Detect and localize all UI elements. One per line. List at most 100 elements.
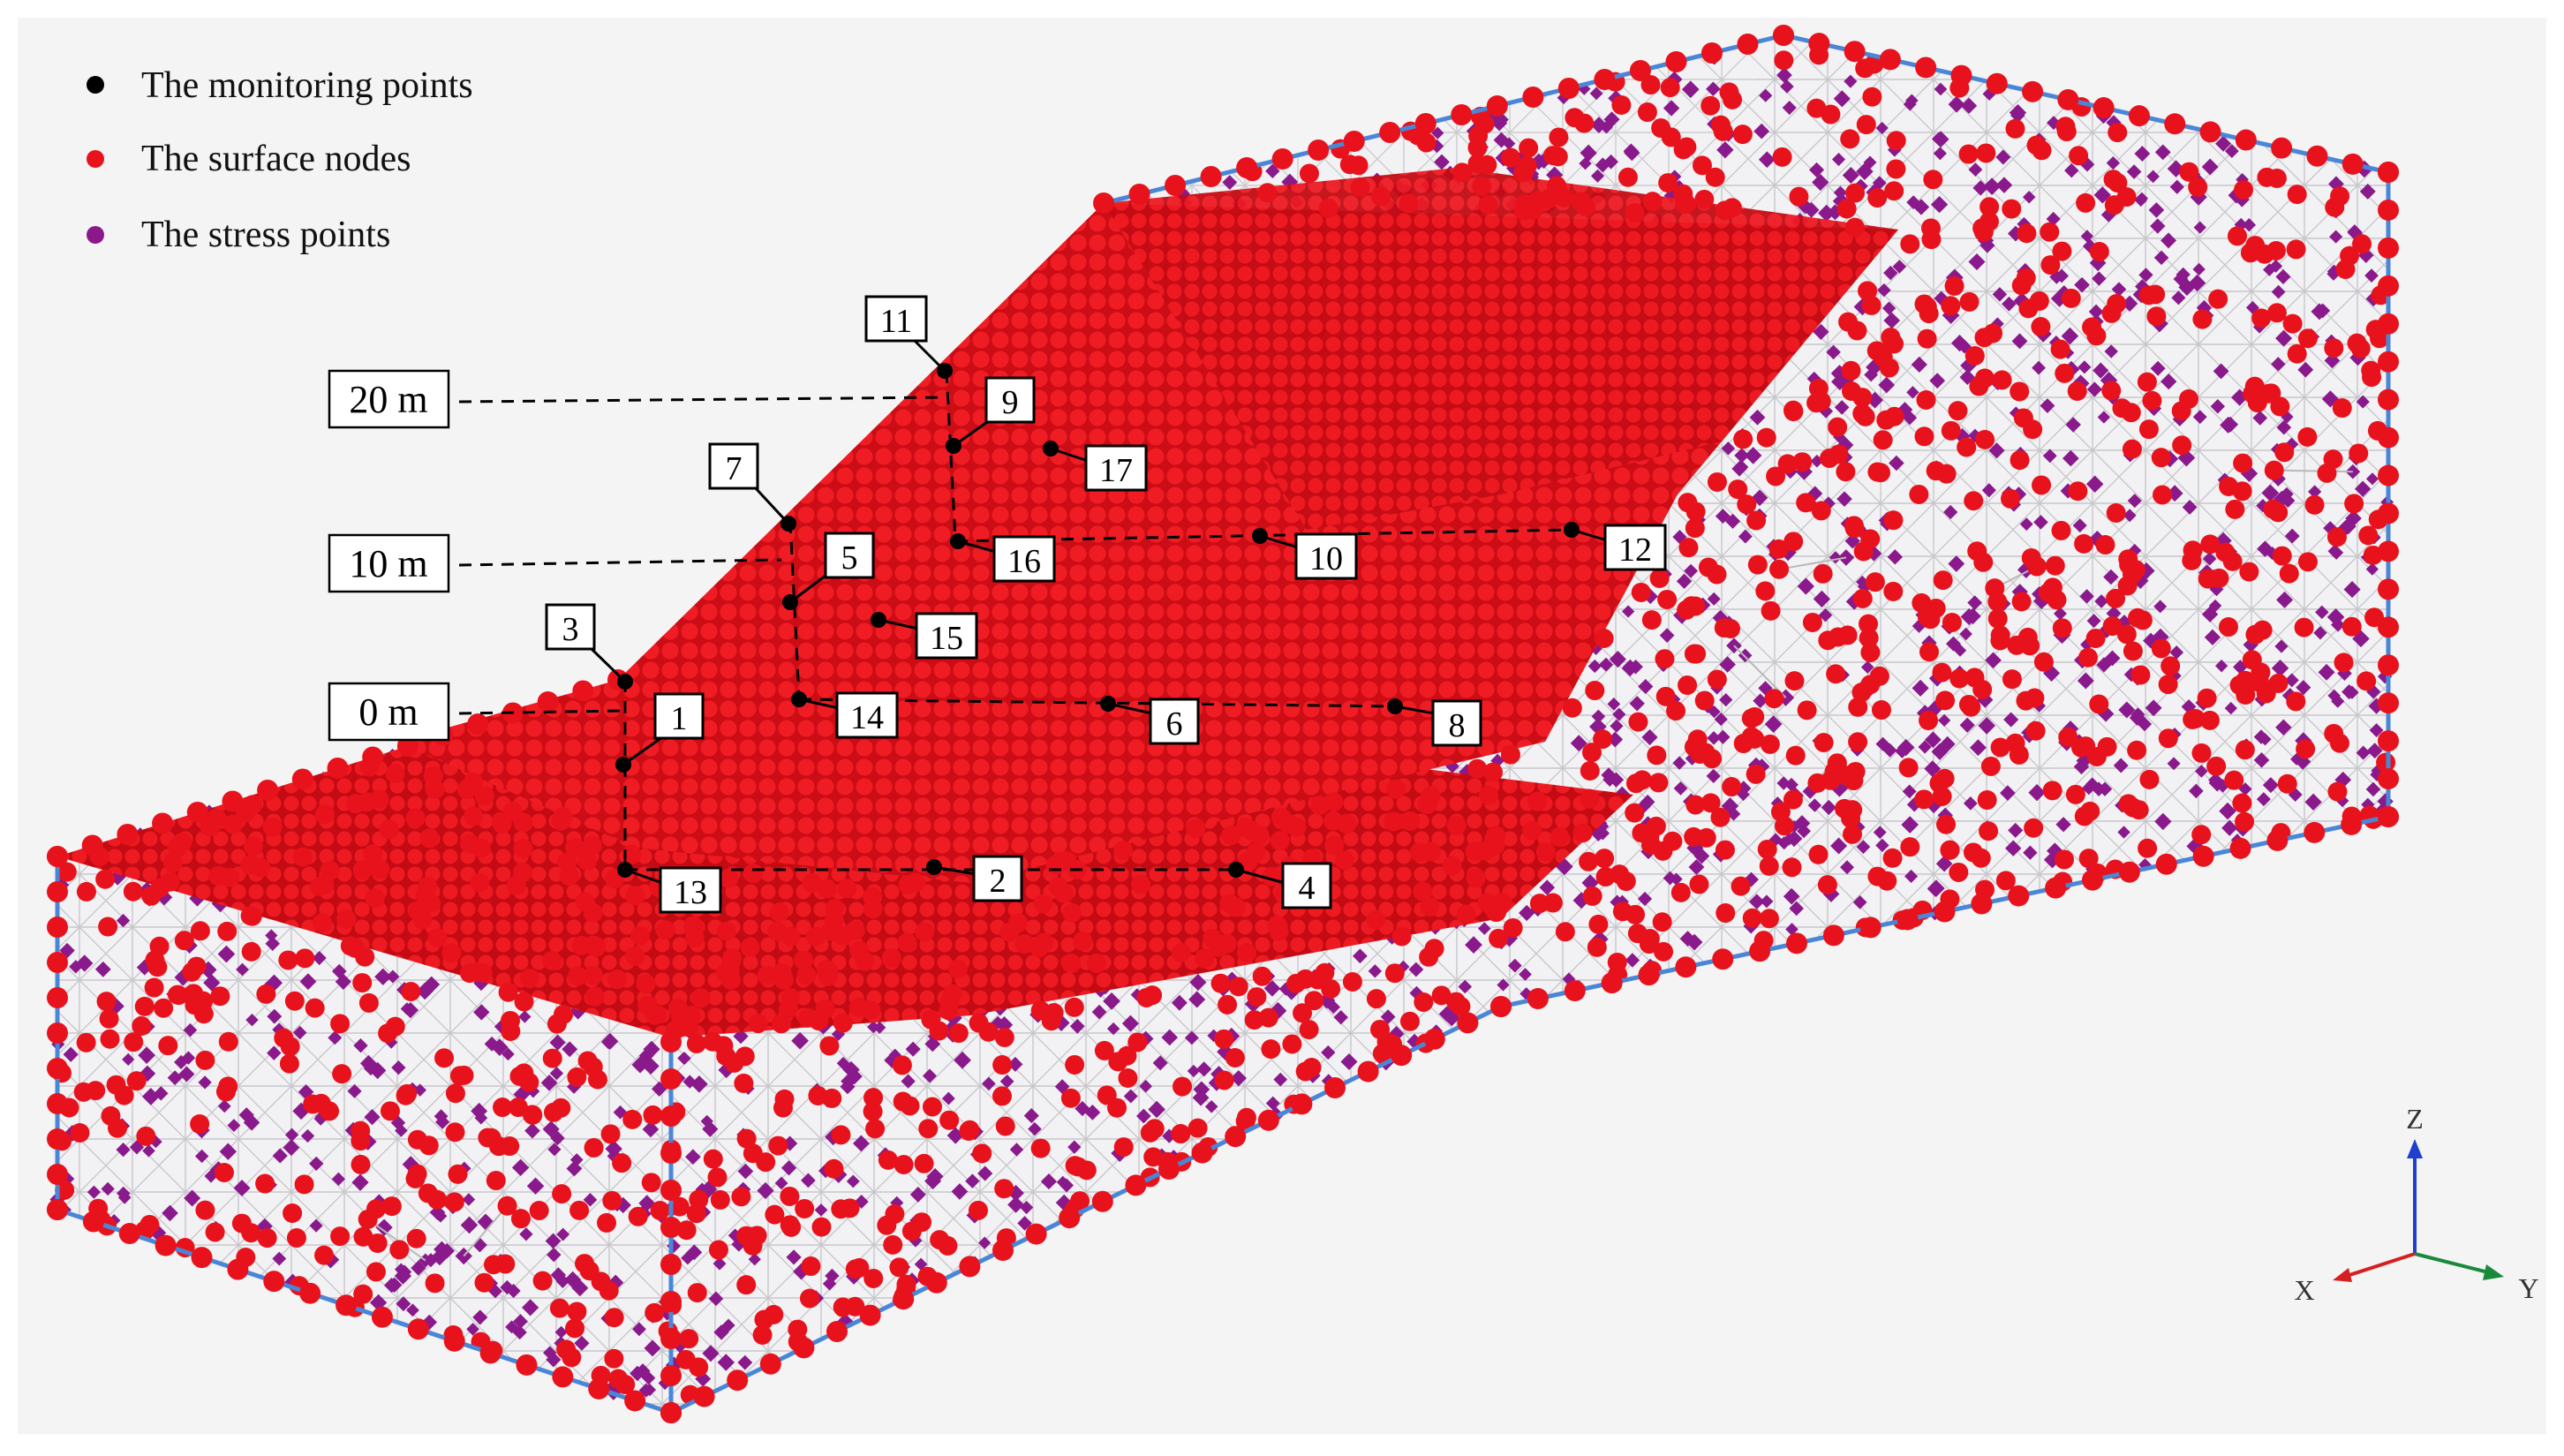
label-2: 2 bbox=[990, 863, 1007, 900]
stress-point bbox=[1408, 962, 1424, 977]
surface-node bbox=[1837, 625, 1858, 645]
surface-node bbox=[1542, 893, 1563, 913]
surface-node bbox=[2172, 435, 2192, 456]
surface-node bbox=[604, 1348, 624, 1369]
surface-node bbox=[1225, 1047, 1245, 1067]
surface-node bbox=[1923, 170, 1943, 190]
surface-node bbox=[2344, 494, 2364, 514]
edge-node bbox=[1950, 64, 1972, 87]
surface-node bbox=[703, 1031, 723, 1052]
surface-node bbox=[863, 1101, 883, 1121]
stress-point bbox=[460, 1216, 479, 1234]
surface-node bbox=[107, 1118, 127, 1138]
edge-node bbox=[467, 713, 489, 735]
stress-point bbox=[1875, 121, 1889, 135]
axis-triad: Z X Y bbox=[2294, 1103, 2538, 1306]
stress-point bbox=[2220, 416, 2237, 434]
surface-node bbox=[1768, 539, 1789, 559]
label-4: 4 bbox=[1299, 870, 1316, 907]
surface-node bbox=[1094, 1040, 1114, 1060]
surface-node bbox=[881, 948, 901, 969]
surface-node bbox=[1113, 841, 1134, 861]
surface-node bbox=[2188, 177, 2208, 197]
surface-node bbox=[445, 1122, 465, 1143]
surface-node bbox=[1244, 1010, 1264, 1030]
surface-node bbox=[1452, 162, 1473, 183]
stress-point bbox=[1831, 152, 1846, 167]
surface-node bbox=[1113, 1137, 1134, 1158]
surface-node bbox=[1064, 997, 1084, 1017]
surface-node bbox=[1485, 835, 1505, 856]
surface-node bbox=[1934, 768, 1955, 788]
surface-node bbox=[1755, 581, 1776, 601]
stress-point bbox=[272, 1148, 288, 1164]
surface-node bbox=[1684, 644, 1704, 664]
surface-node bbox=[625, 886, 645, 906]
stress-point bbox=[2210, 399, 2226, 414]
surface-node bbox=[2074, 806, 2094, 826]
axis-x-label: X bbox=[2294, 1274, 2314, 1306]
surface-node bbox=[1935, 690, 1956, 711]
stress-point bbox=[2257, 540, 2274, 557]
surface-node bbox=[1661, 127, 1681, 147]
surface-node bbox=[1654, 941, 1674, 962]
stress-point bbox=[383, 1278, 400, 1294]
surface-node bbox=[76, 1032, 96, 1052]
surface-node bbox=[817, 879, 837, 899]
edge-node bbox=[660, 1328, 682, 1349]
legend-surface-marker bbox=[87, 150, 104, 168]
mesh-edge bbox=[1733, 645, 1787, 698]
surface-node bbox=[2158, 728, 2178, 749]
surface-node bbox=[1550, 826, 1570, 847]
surface-node bbox=[1848, 732, 1868, 752]
surface-node bbox=[2234, 180, 2254, 200]
stress-point bbox=[1431, 126, 1444, 140]
surface-node bbox=[1862, 87, 1882, 107]
surface-node bbox=[220, 867, 240, 887]
edge-node bbox=[660, 1105, 682, 1127]
surface-node bbox=[454, 1065, 474, 1085]
stress-point bbox=[300, 1128, 315, 1143]
axis-y-label: Y bbox=[2518, 1272, 2538, 1304]
edge-node bbox=[2378, 275, 2399, 297]
stress-point bbox=[1860, 660, 1874, 674]
edge-node bbox=[2008, 885, 2030, 907]
surface-node bbox=[1702, 749, 1723, 769]
surface-node bbox=[1228, 977, 1248, 997]
stress-point bbox=[184, 1189, 201, 1207]
surface-node bbox=[1384, 963, 1405, 984]
stress-point bbox=[791, 1031, 809, 1050]
edge-node bbox=[1564, 980, 1586, 1002]
surface-node bbox=[1772, 147, 1792, 167]
surface-node bbox=[1173, 1076, 1193, 1097]
surface-node bbox=[2033, 652, 2054, 672]
label-13: 13 bbox=[674, 874, 707, 911]
stress-point bbox=[924, 1173, 942, 1190]
surface-node bbox=[1278, 813, 1298, 834]
stress-point bbox=[867, 1021, 880, 1034]
surface-node bbox=[1860, 642, 1881, 662]
surface-node bbox=[2334, 653, 2354, 673]
edge-node bbox=[155, 1234, 177, 1256]
surface-node bbox=[1334, 850, 1354, 871]
stress-point bbox=[2304, 793, 2322, 811]
surface-node bbox=[1595, 849, 1615, 869]
surface-node bbox=[1652, 912, 1672, 932]
edge-node bbox=[47, 1093, 68, 1114]
surface-node bbox=[1419, 947, 1439, 967]
surface-node bbox=[1792, 452, 1813, 472]
surface-node bbox=[1856, 115, 1876, 135]
stress-point bbox=[1777, 836, 1791, 850]
surface-node bbox=[195, 1200, 215, 1220]
surface-node bbox=[1971, 848, 1991, 868]
stress-point bbox=[542, 1120, 560, 1138]
surface-node bbox=[1964, 346, 1985, 366]
stress-point bbox=[2271, 284, 2286, 299]
surface-node bbox=[765, 1204, 785, 1225]
stress-point bbox=[1222, 175, 1238, 190]
surface-node bbox=[788, 1319, 808, 1339]
surface-node bbox=[1802, 612, 1822, 632]
surface-node bbox=[1391, 926, 1412, 947]
stress-point bbox=[2085, 475, 2104, 493]
surface-node bbox=[1859, 628, 1879, 648]
